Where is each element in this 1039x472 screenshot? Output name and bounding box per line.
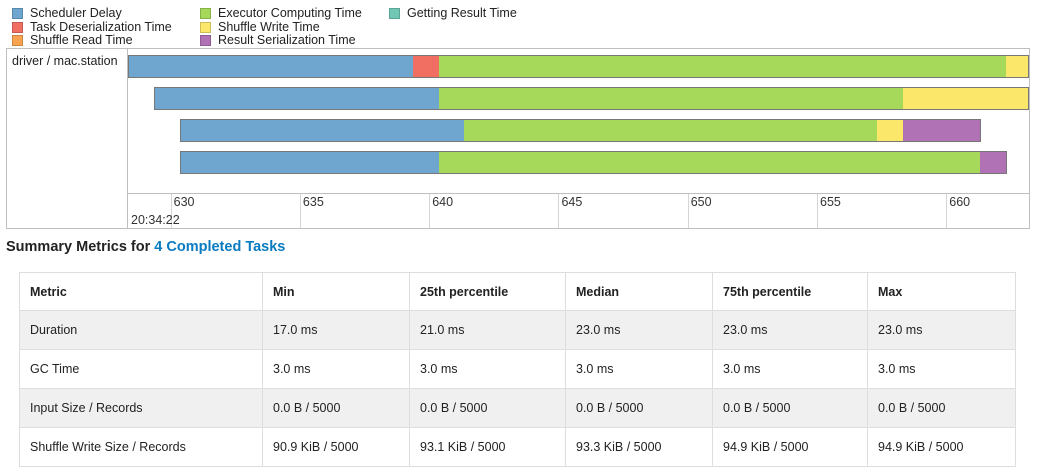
legend-label: Scheduler Delay [30, 6, 122, 20]
task-bar-segment [154, 88, 439, 109]
metric-value-cell: 17.0 ms [262, 310, 410, 350]
legend-swatch [200, 8, 211, 19]
axis-tick-label: 645 [561, 195, 583, 209]
metric-value-cell: 3.0 ms [867, 349, 1016, 389]
legend-swatch [200, 35, 211, 46]
metric-value-cell: 94.9 KiB / 5000 [712, 427, 868, 467]
legend-label: Result Serialization Time [218, 33, 356, 47]
metric-value-cell: 0.0 B / 5000 [409, 388, 566, 428]
legend-label: Task Deserialization Time [30, 20, 172, 34]
axis-tick-label: 630 [173, 195, 195, 209]
axis-tick-line [558, 194, 560, 228]
executor-group-label: driver / mac.station [7, 49, 128, 194]
table-row: Input Size / Records 0.0 B / 5000 0.0 B … [19, 388, 1016, 428]
axis-tick-label: 655 [820, 195, 841, 209]
metric-value-cell: 93.3 KiB / 5000 [565, 427, 713, 467]
legend-swatch [12, 35, 23, 46]
group-label-footer [7, 194, 128, 228]
task-bar-segment [180, 120, 465, 141]
task-timeline[interactable]: driver / mac.station 630 635 640 645 650 655 6… [6, 48, 1030, 229]
metric-value-cell: 23.0 ms [867, 310, 1016, 350]
metric-value-cell: 93.1 KiB / 5000 [409, 427, 566, 467]
metric-value-cell: 0.0 B / 5000 [712, 388, 868, 428]
legend-label: Getting Result Time [407, 6, 517, 20]
task-bar-segment [180, 152, 439, 173]
axis-tick-line [687, 194, 689, 228]
task-bar-segment [129, 56, 413, 77]
column-header-75th-percentile[interactable]: 75th percentile [712, 272, 868, 311]
summary-metrics-table: Metric Min 25th percentile Median 75th p… [19, 272, 1016, 467]
axis-tick-label: 660 [949, 195, 971, 209]
metric-name-cell: GC Time [19, 349, 263, 389]
task-bar-segment [438, 88, 903, 109]
column-header-min[interactable]: Min [262, 272, 410, 311]
task-bar-segment [1006, 56, 1028, 77]
axis-tick-label: 640 [432, 195, 454, 209]
time-axis-line [128, 193, 1029, 194]
metric-value-cell: 0.0 B / 5000 [867, 388, 1016, 428]
metric-value-cell: 3.0 ms [262, 349, 410, 389]
axis-tick-line [817, 194, 818, 228]
task-bar-segment [438, 152, 981, 173]
metric-value-cell: 94.9 KiB / 5000 [867, 427, 1016, 467]
legend-label: Shuffle Write Time [218, 20, 320, 34]
legend-label: Shuffle Read Time [30, 33, 133, 47]
legend-swatch [389, 8, 400, 19]
axis-tick-line [946, 194, 948, 228]
metric-value-cell: 23.0 ms [712, 310, 868, 350]
summary-title-prefix: Summary Metrics for [6, 239, 155, 255]
task-bar-segment [980, 152, 1006, 173]
metric-value-cell: 0.0 B / 5000 [262, 388, 410, 428]
column-header-metric[interactable]: Metric [19, 272, 263, 311]
column-header-25th-percentile[interactable]: 25th percentile [409, 272, 566, 311]
metric-value-cell: 0.0 B / 5000 [565, 388, 713, 428]
task-bar-segment [902, 120, 981, 141]
legend-swatch [12, 8, 23, 19]
legend-label: Executor Computing Time [218, 6, 362, 20]
legend-swatch [12, 22, 23, 33]
task-bar-segment [412, 56, 439, 77]
metric-name-cell: Input Size / Records [19, 388, 263, 428]
axis-tick-line [429, 194, 431, 228]
timeline-legend: Scheduler Delay Task Deserialization Tim… [0, 0, 1039, 50]
metric-value-cell: 23.0 ms [565, 310, 713, 350]
table-header-row: Metric Min 25th percentile Median 75th p… [19, 272, 1016, 311]
task-bar[interactable] [128, 55, 1029, 78]
task-bar-segment [877, 120, 903, 141]
axis-time-label: 20:34:22 [131, 213, 180, 227]
metric-name-cell: Shuffle Write Size / Records [19, 427, 263, 467]
task-bar[interactable] [179, 151, 1008, 174]
summary-metrics-heading: Summary Metrics for 4 Completed Tasks [6, 239, 285, 255]
column-header-median[interactable]: Median [565, 272, 713, 311]
axis-tick-label: 635 [302, 195, 324, 209]
axis-tick-label: 650 [690, 195, 712, 209]
metric-value-cell: 3.0 ms [565, 349, 713, 389]
task-bar[interactable] [153, 87, 1029, 110]
axis-tick-line [170, 194, 172, 228]
task-bar[interactable] [179, 119, 982, 142]
axis-tick-line [299, 194, 301, 228]
task-bar-segment [438, 56, 1007, 77]
metric-value-cell: 21.0 ms [409, 310, 566, 350]
table-row: Duration 17.0 ms 21.0 ms 23.0 ms 23.0 ms… [19, 310, 1016, 350]
timeline-plot-area[interactable] [128, 49, 1029, 194]
task-bar-segment [902, 88, 1028, 109]
metric-value-cell: 90.9 KiB / 5000 [262, 427, 410, 467]
table-row: GC Time 3.0 ms 3.0 ms 3.0 ms 3.0 ms 3.0 … [19, 349, 1016, 389]
column-header-max[interactable]: Max [867, 272, 1016, 311]
completed-tasks-link[interactable]: 4 Completed Tasks [154, 239, 286, 255]
metric-name-cell: Duration [19, 310, 263, 350]
task-bar-segment [464, 120, 877, 141]
metric-value-cell: 3.0 ms [409, 349, 566, 389]
table-row: Shuffle Write Size / Records 90.9 KiB / … [19, 427, 1016, 467]
legend-swatch [200, 22, 211, 33]
metric-value-cell: 3.0 ms [712, 349, 868, 389]
